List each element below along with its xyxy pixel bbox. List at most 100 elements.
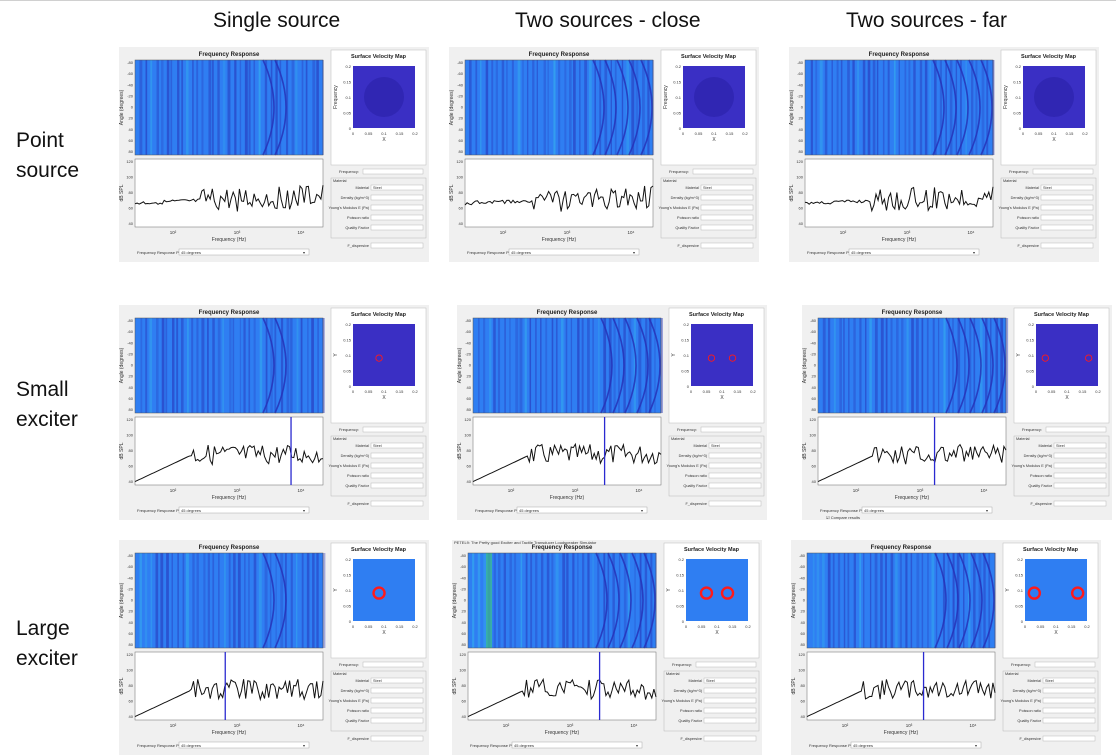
angle-tick-label: 60 [459, 138, 464, 143]
frequency-axis-label: Frequency (Hz) [895, 495, 930, 501]
material-property-label: Young's Modulus E (Pa) [999, 206, 1040, 210]
f-dispersive-label: F_dispersive [1017, 244, 1039, 248]
plot-select-dropdown [178, 248, 310, 256]
heatmap-band [874, 553, 878, 648]
svm-y-tick-label: 0.15 [676, 573, 685, 578]
heatmap-band [969, 318, 972, 413]
row-header-point-source: Point source [16, 129, 80, 182]
plot-select-dropdown [178, 741, 310, 749]
heatmap-band [177, 553, 179, 648]
interference-arc [604, 59, 617, 156]
spl-tick-label: 40 [129, 714, 134, 719]
angle-tick-label: -40 [457, 82, 464, 87]
heatmap-band [217, 318, 221, 413]
spl-tick-label: 40 [462, 714, 467, 719]
spl-tick-label: 40 [812, 479, 817, 484]
heatmap-band [895, 553, 898, 648]
heatmap-band [479, 60, 482, 155]
angle-tick-label: 20 [129, 374, 134, 379]
heatmap-band [317, 318, 319, 413]
material-group-label: Material [663, 179, 677, 183]
material-property-label: Young's Modulus E (Pa) [329, 699, 370, 703]
heatmap-band [275, 60, 278, 155]
simulator-panel: Frequency Response Angle (degrees) -80 -60 -… [449, 47, 759, 262]
material-property-label: Density (kg/m^3) [341, 689, 370, 693]
angle-axis-label: Angle (degrees) [119, 582, 125, 618]
heatmap-band [555, 553, 559, 648]
heatmap-band [869, 553, 872, 648]
plot-select-value: 45 degrees [181, 250, 201, 255]
spl-tick-label: 100 [126, 175, 133, 180]
heatmap-band [196, 318, 199, 413]
interference-arc [934, 552, 947, 649]
heatmap-band [852, 60, 855, 155]
heatmap-band [536, 60, 538, 155]
frequency-tick-label: 10² [500, 230, 507, 235]
material-group-label: Material [666, 672, 680, 676]
heatmap-frame [804, 59, 994, 156]
frequency-tick-label: 10⁴ [981, 488, 988, 493]
plot-select-label: Frequency Response Plot [820, 508, 867, 513]
plot-select-value: 45 degrees [181, 508, 201, 513]
material-value: Steel [1043, 186, 1052, 190]
spl-plot-area [464, 158, 654, 228]
frequency-tick-label: 10² [842, 723, 849, 728]
f-dispersive-input [703, 735, 757, 742]
heatmap-band [509, 553, 512, 648]
heatmap-band [816, 553, 820, 648]
heatmap-background [135, 318, 323, 413]
heatmap-band [477, 553, 481, 648]
heatmap-band [853, 553, 856, 648]
plot-select-value: 45 degrees [514, 743, 534, 748]
material-group-box [1002, 670, 1099, 732]
heatmap-band [291, 60, 295, 155]
heatmap-band [248, 553, 250, 648]
heatmap-band [165, 318, 168, 413]
material-property-label: Young's Modulus E (Pa) [662, 699, 703, 703]
heatmap-band [316, 553, 319, 648]
angle-tick-label: -60 [460, 564, 467, 569]
material-property-label: Poisson ratio [1019, 709, 1041, 713]
heatmap-band [952, 318, 954, 413]
heatmap-band [608, 318, 612, 413]
heatmap-band [867, 60, 871, 155]
interference-arc [980, 59, 993, 156]
plot-select-label: Frequency Response Plot [809, 743, 856, 748]
heatmap-band [913, 60, 916, 155]
svm-x-axis-label: X [720, 395, 724, 401]
heatmap-band [887, 60, 890, 155]
material-property-input [1040, 214, 1094, 221]
heatmap-band [504, 318, 506, 413]
f-dispersive-input [1042, 735, 1096, 742]
angle-tick-label: -60 [465, 329, 472, 334]
material-property-label: Young's Modulus E (Pa) [667, 464, 708, 468]
heatmap-band [848, 318, 850, 413]
material-group-label: Material [1003, 179, 1017, 183]
plot-select-value: 45 degrees [851, 250, 871, 255]
svm-x-tick-label: 0.05 [698, 624, 707, 629]
interference-arc [946, 552, 959, 649]
heatmap-band [217, 60, 220, 155]
svm-y-tick-label: 0 [1032, 384, 1035, 389]
exciter-marker [1041, 354, 1049, 362]
material-property-label: Poisson ratio [677, 216, 699, 220]
surface-velocity-map-title: Surface Velocity Map [1021, 54, 1077, 60]
heatmap-band [493, 318, 496, 413]
angle-axis-label: Angle (degrees) [789, 89, 795, 125]
exciter-marker [375, 354, 383, 362]
angle-tick-label: 20 [129, 609, 134, 614]
material-property-input [708, 482, 762, 489]
heatmap-band [896, 318, 899, 413]
svm-x-tick-label: 0.2 [1084, 624, 1090, 629]
frequency-axis-label: Frequency (Hz) [542, 237, 577, 243]
svm-x-tick-label: 0.05 [365, 131, 374, 136]
frequency-tick-label: 10² [840, 230, 847, 235]
angle-tick-label: 0 [803, 598, 806, 603]
frequency-response-title: Frequency Response [537, 310, 598, 316]
svm-y-tick-label: 0.1 [345, 95, 351, 100]
angle-tick-label: -40 [127, 340, 134, 345]
heatmap-band [634, 553, 636, 648]
heatmap-band [244, 60, 248, 155]
heatmap-band [978, 553, 982, 648]
interference-arc [958, 552, 971, 649]
